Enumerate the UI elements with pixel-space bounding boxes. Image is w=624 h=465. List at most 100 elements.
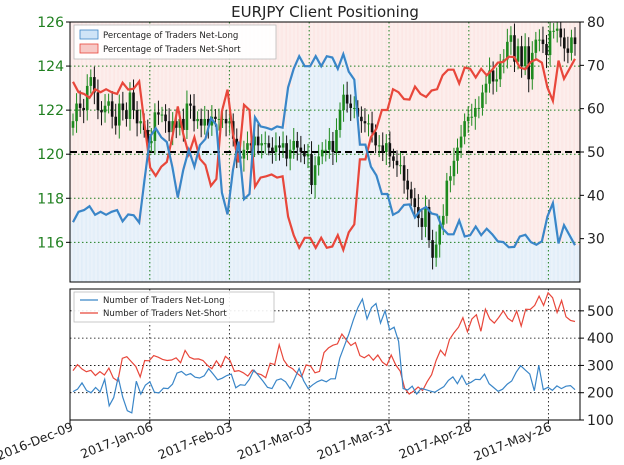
- net-long-shade: [524, 234, 531, 282]
- net-long-shade: [397, 211, 404, 282]
- candle-body: [221, 118, 224, 120]
- net-short-shade: [369, 22, 376, 167]
- candle-body: [157, 112, 160, 115]
- net-long-shade: [491, 234, 498, 282]
- candle-body: [445, 180, 449, 216]
- candle-body: [100, 110, 103, 113]
- net-short-shade: [391, 22, 398, 215]
- net-short-shade: [469, 22, 476, 236]
- net-short-shade: [358, 22, 365, 145]
- bottom-panel-frame: [69, 288, 581, 421]
- net-short-shade: [480, 22, 487, 236]
- candle-body: [174, 121, 178, 128]
- net-short-shade: [147, 22, 154, 137]
- candle-body: [196, 118, 199, 122]
- top-panel: 116 118 120 122 124 126 30 40 50 60 70 80 Percenta…: [37, 15, 605, 283]
- net-long-shade: [125, 214, 132, 282]
- net-short-shade: [524, 22, 531, 235]
- net-long-shade: [574, 245, 580, 282]
- net-long-shade: [81, 210, 88, 282]
- candle-body: [199, 118, 203, 126]
- net-long-shade: [214, 125, 221, 282]
- candle-body: [406, 180, 409, 190]
- net-short-shade: [485, 22, 492, 229]
- net-long-shade: [130, 215, 137, 282]
- net-long-shade: [169, 166, 176, 282]
- candle-body: [128, 92, 132, 119]
- legend-swatch-short: [79, 43, 99, 54]
- candle-body: [370, 123, 374, 133]
- net-long-shade: [424, 207, 431, 282]
- right-tick-label: 30: [587, 232, 605, 248]
- candle-body: [253, 136, 256, 146]
- net-long-shade: [247, 194, 254, 282]
- net-long-shade: [458, 220, 464, 282]
- candle-body: [438, 224, 442, 245]
- x-tick-label: 2017-Mar-03: [235, 419, 314, 463]
- net-short-shade: [413, 22, 420, 218]
- net-long-shade: [225, 214, 232, 282]
- candle-body: [135, 110, 139, 124]
- candle-body: [388, 143, 392, 157]
- net-short-shade: [208, 22, 215, 119]
- net-short-shade: [258, 22, 265, 127]
- net-long-shade: [413, 217, 420, 282]
- candle-body: [299, 147, 303, 152]
- candle-body: [427, 207, 431, 241]
- net-long-shade: [86, 206, 93, 282]
- candle-body: [456, 147, 459, 161]
- net-long-shade: [108, 211, 115, 282]
- net-short-shade: [236, 22, 243, 142]
- net-short-shade: [441, 22, 448, 229]
- net-short-shade: [241, 22, 248, 200]
- left-tick-label: 122: [37, 103, 64, 119]
- candle-body: [214, 116, 217, 119]
- candle-body: [114, 116, 118, 126]
- candle-body: [477, 107, 481, 109]
- candle-body: [434, 244, 438, 258]
- bottom-tick-label: 300: [587, 358, 614, 374]
- net-long-shade: [480, 235, 487, 282]
- net-short-shade: [142, 22, 149, 179]
- net-short-shade: [214, 22, 221, 126]
- net-long-shade: [186, 149, 193, 282]
- candle-body: [545, 44, 548, 56]
- candle-body: [573, 37, 577, 45]
- candle-body: [385, 143, 388, 152]
- right-tick-label: 80: [587, 15, 605, 31]
- candle-body: [548, 30, 552, 56]
- candle-body: [363, 121, 367, 124]
- net-short-shade: [507, 22, 514, 248]
- candle-body: [160, 114, 164, 116]
- net-short-shade: [380, 22, 387, 195]
- net-long-shade: [158, 137, 165, 282]
- candle-body: [555, 28, 559, 31]
- net-short-shade: [325, 22, 331, 57]
- net-short-shade: [169, 22, 176, 167]
- net-short-shade: [352, 22, 359, 80]
- left-axis-ticks: 116 118 120 122 124 126: [37, 15, 70, 251]
- net-short-shade: [158, 22, 165, 138]
- net-long-shade: [530, 242, 537, 282]
- candle-body: [320, 149, 324, 157]
- candle-body: [509, 35, 513, 42]
- net-long-shade: [474, 226, 481, 282]
- x-tick-label: 2017-May-26: [472, 419, 554, 464]
- candle-body: [203, 118, 207, 126]
- candle-body: [342, 94, 345, 111]
- candle-body: [303, 152, 306, 157]
- candle-body: [171, 121, 174, 133]
- net-long-shade: [70, 222, 76, 282]
- net-long-shade: [114, 210, 121, 282]
- net-short-shade: [496, 22, 503, 242]
- net-short-shade: [568, 22, 575, 236]
- net-long-shade: [419, 210, 426, 282]
- net-short-shade: [164, 22, 171, 143]
- net-long-shade: [347, 71, 354, 282]
- candle-body: [424, 207, 427, 227]
- net-long-shade: [402, 204, 409, 282]
- candle-body: [452, 160, 456, 177]
- candle-body: [263, 143, 267, 145]
- candle-body: [153, 112, 157, 141]
- candle-body: [377, 145, 381, 147]
